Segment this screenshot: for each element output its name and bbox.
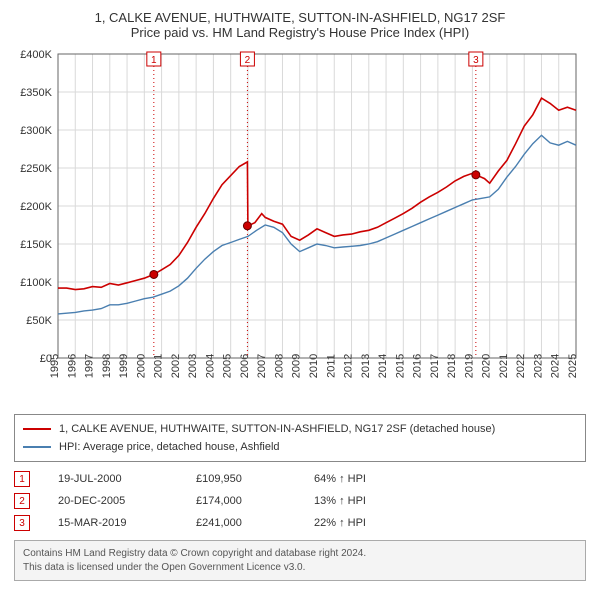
event-marker: 2 [14, 493, 30, 509]
svg-text:2001: 2001 [153, 354, 165, 378]
chart-title-block: 1, CALKE AVENUE, HUTHWAITE, SUTTON-IN-AS… [10, 10, 590, 40]
price-chart: £0£50K£100K£150K£200K£250K£300K£350K£400… [10, 46, 586, 406]
event-price: £109,950 [196, 473, 286, 485]
legend-item: HPI: Average price, detached house, Ashf… [23, 438, 577, 456]
event-date: 20-DEC-2005 [58, 495, 168, 507]
svg-text:2024: 2024 [550, 354, 562, 378]
svg-text:2013: 2013 [360, 354, 372, 378]
svg-text:2003: 2003 [187, 354, 199, 378]
svg-text:2008: 2008 [273, 354, 285, 378]
event-date: 15-MAR-2019 [58, 517, 168, 529]
svg-text:£400K: £400K [20, 49, 52, 61]
svg-text:1: 1 [151, 55, 157, 66]
svg-text:£350K: £350K [20, 87, 52, 99]
attribution-line-1: Contains HM Land Registry data © Crown c… [23, 547, 577, 561]
svg-text:£100K: £100K [20, 277, 52, 289]
svg-text:2000: 2000 [135, 354, 147, 378]
event-row: 2 20-DEC-2005 £174,000 13% ↑ HPI [14, 490, 586, 512]
svg-text:£50K: £50K [26, 315, 52, 327]
legend-label: 1, CALKE AVENUE, HUTHWAITE, SUTTON-IN-AS… [59, 420, 495, 438]
svg-text:2018: 2018 [446, 354, 458, 378]
svg-text:2: 2 [245, 55, 251, 66]
svg-text:2021: 2021 [498, 354, 510, 378]
svg-text:2025: 2025 [567, 354, 579, 378]
chart-container: £0£50K£100K£150K£200K£250K£300K£350K£400… [10, 46, 590, 406]
svg-text:2019: 2019 [463, 354, 475, 378]
svg-text:2023: 2023 [532, 354, 544, 378]
event-price: £241,000 [196, 517, 286, 529]
svg-text:£250K: £250K [20, 163, 52, 175]
svg-text:2005: 2005 [222, 354, 234, 378]
event-hpi-delta: 13% ↑ HPI [314, 495, 404, 507]
legend-swatch [23, 446, 51, 448]
svg-text:2004: 2004 [204, 354, 216, 378]
svg-text:£150K: £150K [20, 239, 52, 251]
event-row: 1 19-JUL-2000 £109,950 64% ↑ HPI [14, 468, 586, 490]
svg-text:2016: 2016 [412, 354, 424, 378]
svg-text:1996: 1996 [66, 354, 78, 378]
svg-text:2002: 2002 [170, 354, 182, 378]
events-table: 1 19-JUL-2000 £109,950 64% ↑ HPI 2 20-DEC-200… [14, 468, 586, 534]
legend-item: 1, CALKE AVENUE, HUTHWAITE, SUTTON-IN-AS… [23, 420, 577, 438]
event-price: £174,000 [196, 495, 286, 507]
svg-text:2020: 2020 [481, 354, 493, 378]
legend-swatch [23, 428, 51, 430]
svg-text:1995: 1995 [49, 354, 61, 378]
svg-text:2009: 2009 [291, 354, 303, 378]
title-line-2: Price paid vs. HM Land Registry's House … [10, 25, 590, 40]
svg-text:2015: 2015 [394, 354, 406, 378]
svg-text:2010: 2010 [308, 354, 320, 378]
legend-label: HPI: Average price, detached house, Ashf… [59, 438, 280, 456]
svg-text:2014: 2014 [377, 354, 389, 378]
title-line-1: 1, CALKE AVENUE, HUTHWAITE, SUTTON-IN-AS… [10, 10, 590, 25]
svg-text:2017: 2017 [429, 354, 441, 378]
attribution-box: Contains HM Land Registry data © Crown c… [14, 540, 586, 581]
svg-text:1997: 1997 [84, 354, 96, 378]
event-hpi-delta: 64% ↑ HPI [314, 473, 404, 485]
legend-box: 1, CALKE AVENUE, HUTHWAITE, SUTTON-IN-AS… [14, 414, 586, 462]
svg-text:£200K: £200K [20, 201, 52, 213]
event-row: 3 15-MAR-2019 £241,000 22% ↑ HPI [14, 512, 586, 534]
svg-text:1999: 1999 [118, 354, 130, 378]
svg-text:2007: 2007 [256, 354, 268, 378]
event-hpi-delta: 22% ↑ HPI [314, 517, 404, 529]
svg-text:2022: 2022 [515, 354, 527, 378]
event-date: 19-JUL-2000 [58, 473, 168, 485]
svg-text:£300K: £300K [20, 125, 52, 137]
svg-text:1998: 1998 [101, 354, 113, 378]
event-marker: 1 [14, 471, 30, 487]
svg-text:2012: 2012 [343, 354, 355, 378]
svg-text:2006: 2006 [239, 354, 251, 378]
svg-text:3: 3 [473, 55, 479, 66]
attribution-line-2: This data is licensed under the Open Gov… [23, 561, 577, 575]
event-marker: 3 [14, 515, 30, 531]
